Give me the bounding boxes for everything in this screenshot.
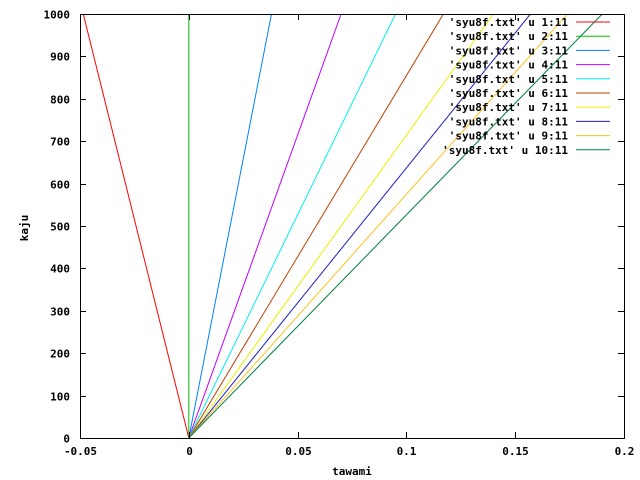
x-tick-label: 0.05 [285,445,312,458]
series-line-6 [188,14,444,438]
y-tick-label: 500 [50,221,70,234]
legend-label: 'syu8f.txt' u 10:11 [442,144,568,157]
y-tick-label: 900 [50,51,70,64]
legend-label: 'syu8f.txt' u 2:11 [449,30,569,43]
legend-label: 'syu8f.txt' u 5:11 [449,73,569,86]
series-line-5 [188,14,396,438]
y-tick-label: 300 [50,306,70,319]
series-line-1 [82,14,190,438]
series-line-3 [188,14,272,438]
series-lines [82,14,603,438]
series-line-7 [188,14,494,438]
y-axis-title: kaju [18,215,31,242]
axes: -0.05 0 0.05 0.1 0.15 0.201002003004005006007… [44,9,635,459]
y-tick-label: 100 [50,391,70,404]
series-line-10 [188,14,603,438]
x-tick-label: 0 [186,445,193,458]
legend-label: 'syu8f.txt' u 7:11 [449,101,569,114]
x-tick-label: 0.2 [615,445,635,458]
legend: 'syu8f.txt' u 1:11'syu8f.txt' u 2:11'syu… [442,16,610,157]
y-tick-label: 200 [50,348,70,361]
y-tick-label: 1000 [44,9,71,22]
y-tick-label: 400 [50,263,70,276]
x-axis-title: tawami [332,465,372,478]
y-tick-label: 700 [50,136,70,149]
legend-label: 'syu8f.txt' u 9:11 [449,130,569,143]
x-tick-label: 0.1 [397,445,417,458]
y-tick-label: 0 [63,433,70,446]
series-line-4 [188,14,342,438]
legend-label: 'syu8f.txt' u 3:11 [449,44,569,57]
legend-label: 'syu8f.txt' u 6:11 [449,87,569,100]
legend-label: 'syu8f.txt' u 1:11 [449,16,569,29]
x-tick-label: -0.05 [64,445,97,458]
legend-label: 'syu8f.txt' u 4:11 [449,59,569,72]
series-line-8 [188,14,531,438]
x-tick-label: 0.15 [502,445,529,458]
y-tick-label: 800 [50,94,70,107]
legend-label: 'syu8f.txt' u 8:11 [449,115,569,128]
series-line-9 [188,14,568,438]
y-tick-label: 600 [50,179,70,192]
